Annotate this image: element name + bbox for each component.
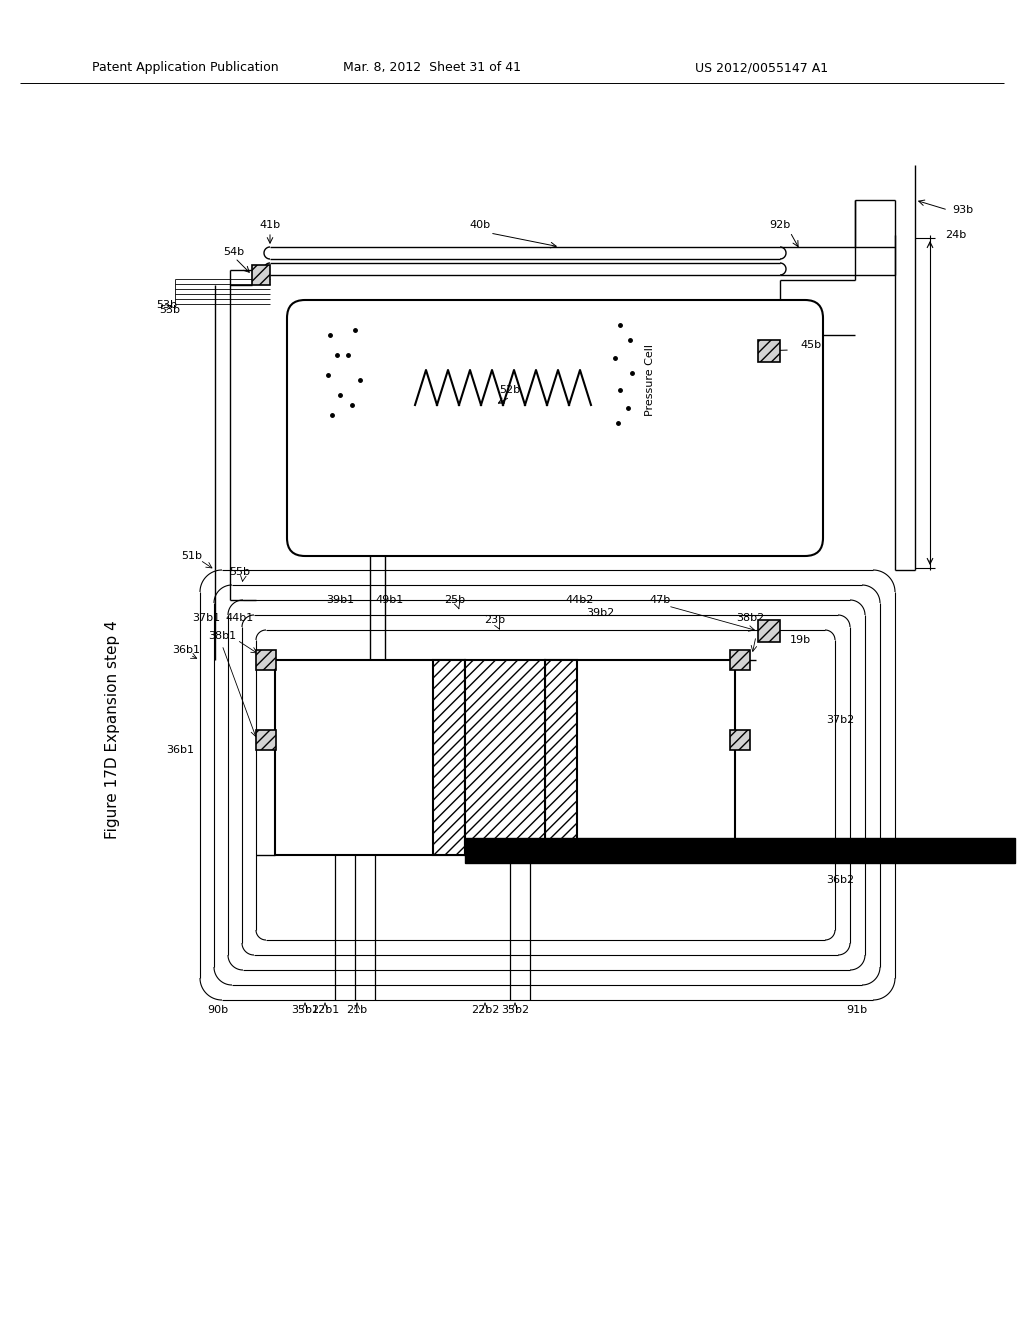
Text: 22b1: 22b1 [311, 1005, 339, 1015]
Bar [465, 660, 545, 855]
Text: Pressure Cell: Pressure Cell [645, 345, 655, 416]
Bar [433, 660, 465, 855]
Bar [465, 838, 1015, 863]
Text: 36b1: 36b1 [166, 744, 194, 755]
Text: 19b: 19b [790, 635, 811, 645]
Text: Figure 17D Expansion step 4: Figure 17D Expansion step 4 [104, 620, 120, 840]
Text: 92b: 92b [769, 220, 791, 230]
Text: 51b: 51b [181, 550, 203, 561]
Text: Patent Application Publication: Patent Application Publication [92, 62, 279, 74]
Text: 39b1: 39b1 [326, 595, 354, 605]
Text: 93b: 93b [952, 205, 973, 215]
Bar [730, 649, 750, 671]
Bar [256, 730, 276, 750]
Text: US 2012/0055147 A1: US 2012/0055147 A1 [695, 62, 828, 74]
Text: 36b1: 36b1 [172, 645, 200, 655]
Bar [758, 341, 780, 362]
Text: 55b: 55b [229, 568, 251, 577]
Text: 37b1: 37b1 [191, 612, 220, 623]
Text: 45b: 45b [800, 341, 821, 350]
Text: 35b2: 35b2 [501, 1005, 529, 1015]
Text: 49b1: 49b1 [376, 595, 404, 605]
Text: 23b: 23b [484, 615, 506, 624]
Text: 52b: 52b [500, 385, 520, 395]
Bar [545, 660, 735, 855]
Text: Mar. 8, 2012  Sheet 31 of 41: Mar. 8, 2012 Sheet 31 of 41 [343, 62, 521, 74]
Bar [465, 838, 1015, 863]
Bar [256, 649, 276, 671]
Text: 36b2: 36b2 [826, 875, 854, 884]
Text: 35b1: 35b1 [291, 1005, 319, 1015]
Bar [730, 730, 750, 750]
Text: 38b1: 38b1 [208, 631, 237, 642]
FancyBboxPatch shape [287, 300, 823, 556]
Text: 91b: 91b [847, 1005, 867, 1015]
Text: 47b: 47b [649, 595, 671, 605]
Bar [252, 265, 270, 285]
Text: 37b2: 37b2 [826, 715, 854, 725]
Text: 53b: 53b [157, 300, 177, 310]
Bar [758, 620, 780, 642]
Text: 40b: 40b [469, 220, 490, 230]
Text: 21b: 21b [346, 1005, 368, 1015]
Bar [275, 660, 465, 855]
Text: 53b: 53b [160, 305, 180, 315]
Text: 38b2: 38b2 [736, 612, 764, 623]
Text: 54b: 54b [223, 247, 245, 257]
Text: 39b2: 39b2 [586, 609, 614, 618]
Text: 25b: 25b [444, 595, 466, 605]
Text: 41b: 41b [259, 220, 281, 230]
Text: 24b: 24b [945, 230, 967, 240]
Bar [545, 660, 577, 855]
Text: 44b2: 44b2 [566, 595, 594, 605]
Text: 22b2: 22b2 [471, 1005, 499, 1015]
Text: 44b1: 44b1 [226, 612, 254, 623]
Text: 90b: 90b [208, 1005, 228, 1015]
